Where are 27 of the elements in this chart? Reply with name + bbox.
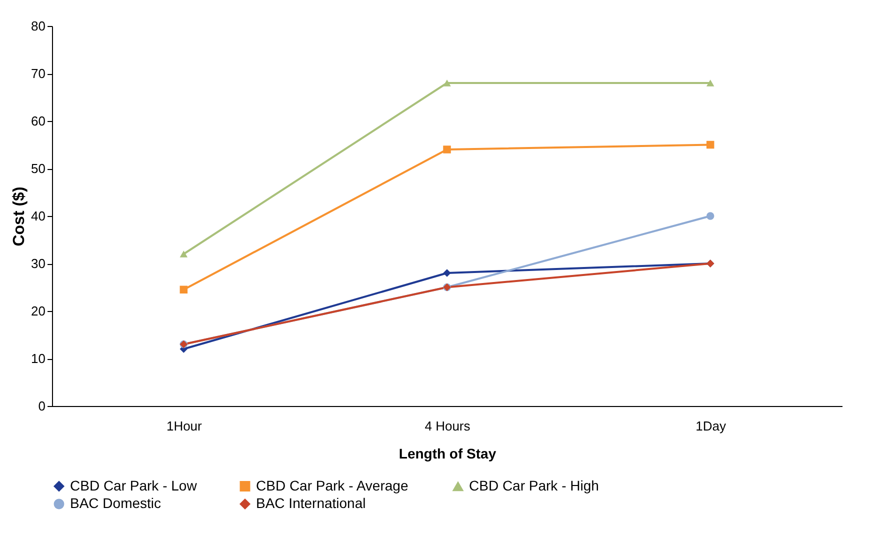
y-tick-label: 20 [31,304,46,318]
point [180,286,188,294]
x-tick-label: 1Day [696,418,726,434]
point [443,146,451,154]
y-tick-label: 50 [31,161,46,176]
y-tick-label: 70 [31,66,46,81]
x-tick-label: 4 Hours [424,418,471,434]
point [706,212,714,220]
point [180,250,188,258]
point [706,80,714,86]
x-axis-title: Length of Stay [398,446,496,462]
legend-label: CBD Car Park - Average [256,477,408,494]
x-tick-label: 1Hour [166,418,203,434]
y-tick-label: 30 [31,256,46,271]
legend-label: CBD Car Park - Low [70,477,198,494]
y-tick-label: 60 [31,114,46,128]
y-tick-label: 0 [38,398,46,414]
y-tick-label: 40 [31,208,46,224]
legend-label: CBD Car Park - High [469,478,599,494]
y-tick-label: 80 [31,18,46,34]
y-tick-label: 10 [31,351,46,366]
point [443,80,451,86]
legend-label: BAC International [256,495,366,511]
legend-label: BAC Domestic [70,495,162,511]
point [706,140,714,149]
y-axis-title: Cost ($) [11,186,28,246]
point [443,269,451,277]
